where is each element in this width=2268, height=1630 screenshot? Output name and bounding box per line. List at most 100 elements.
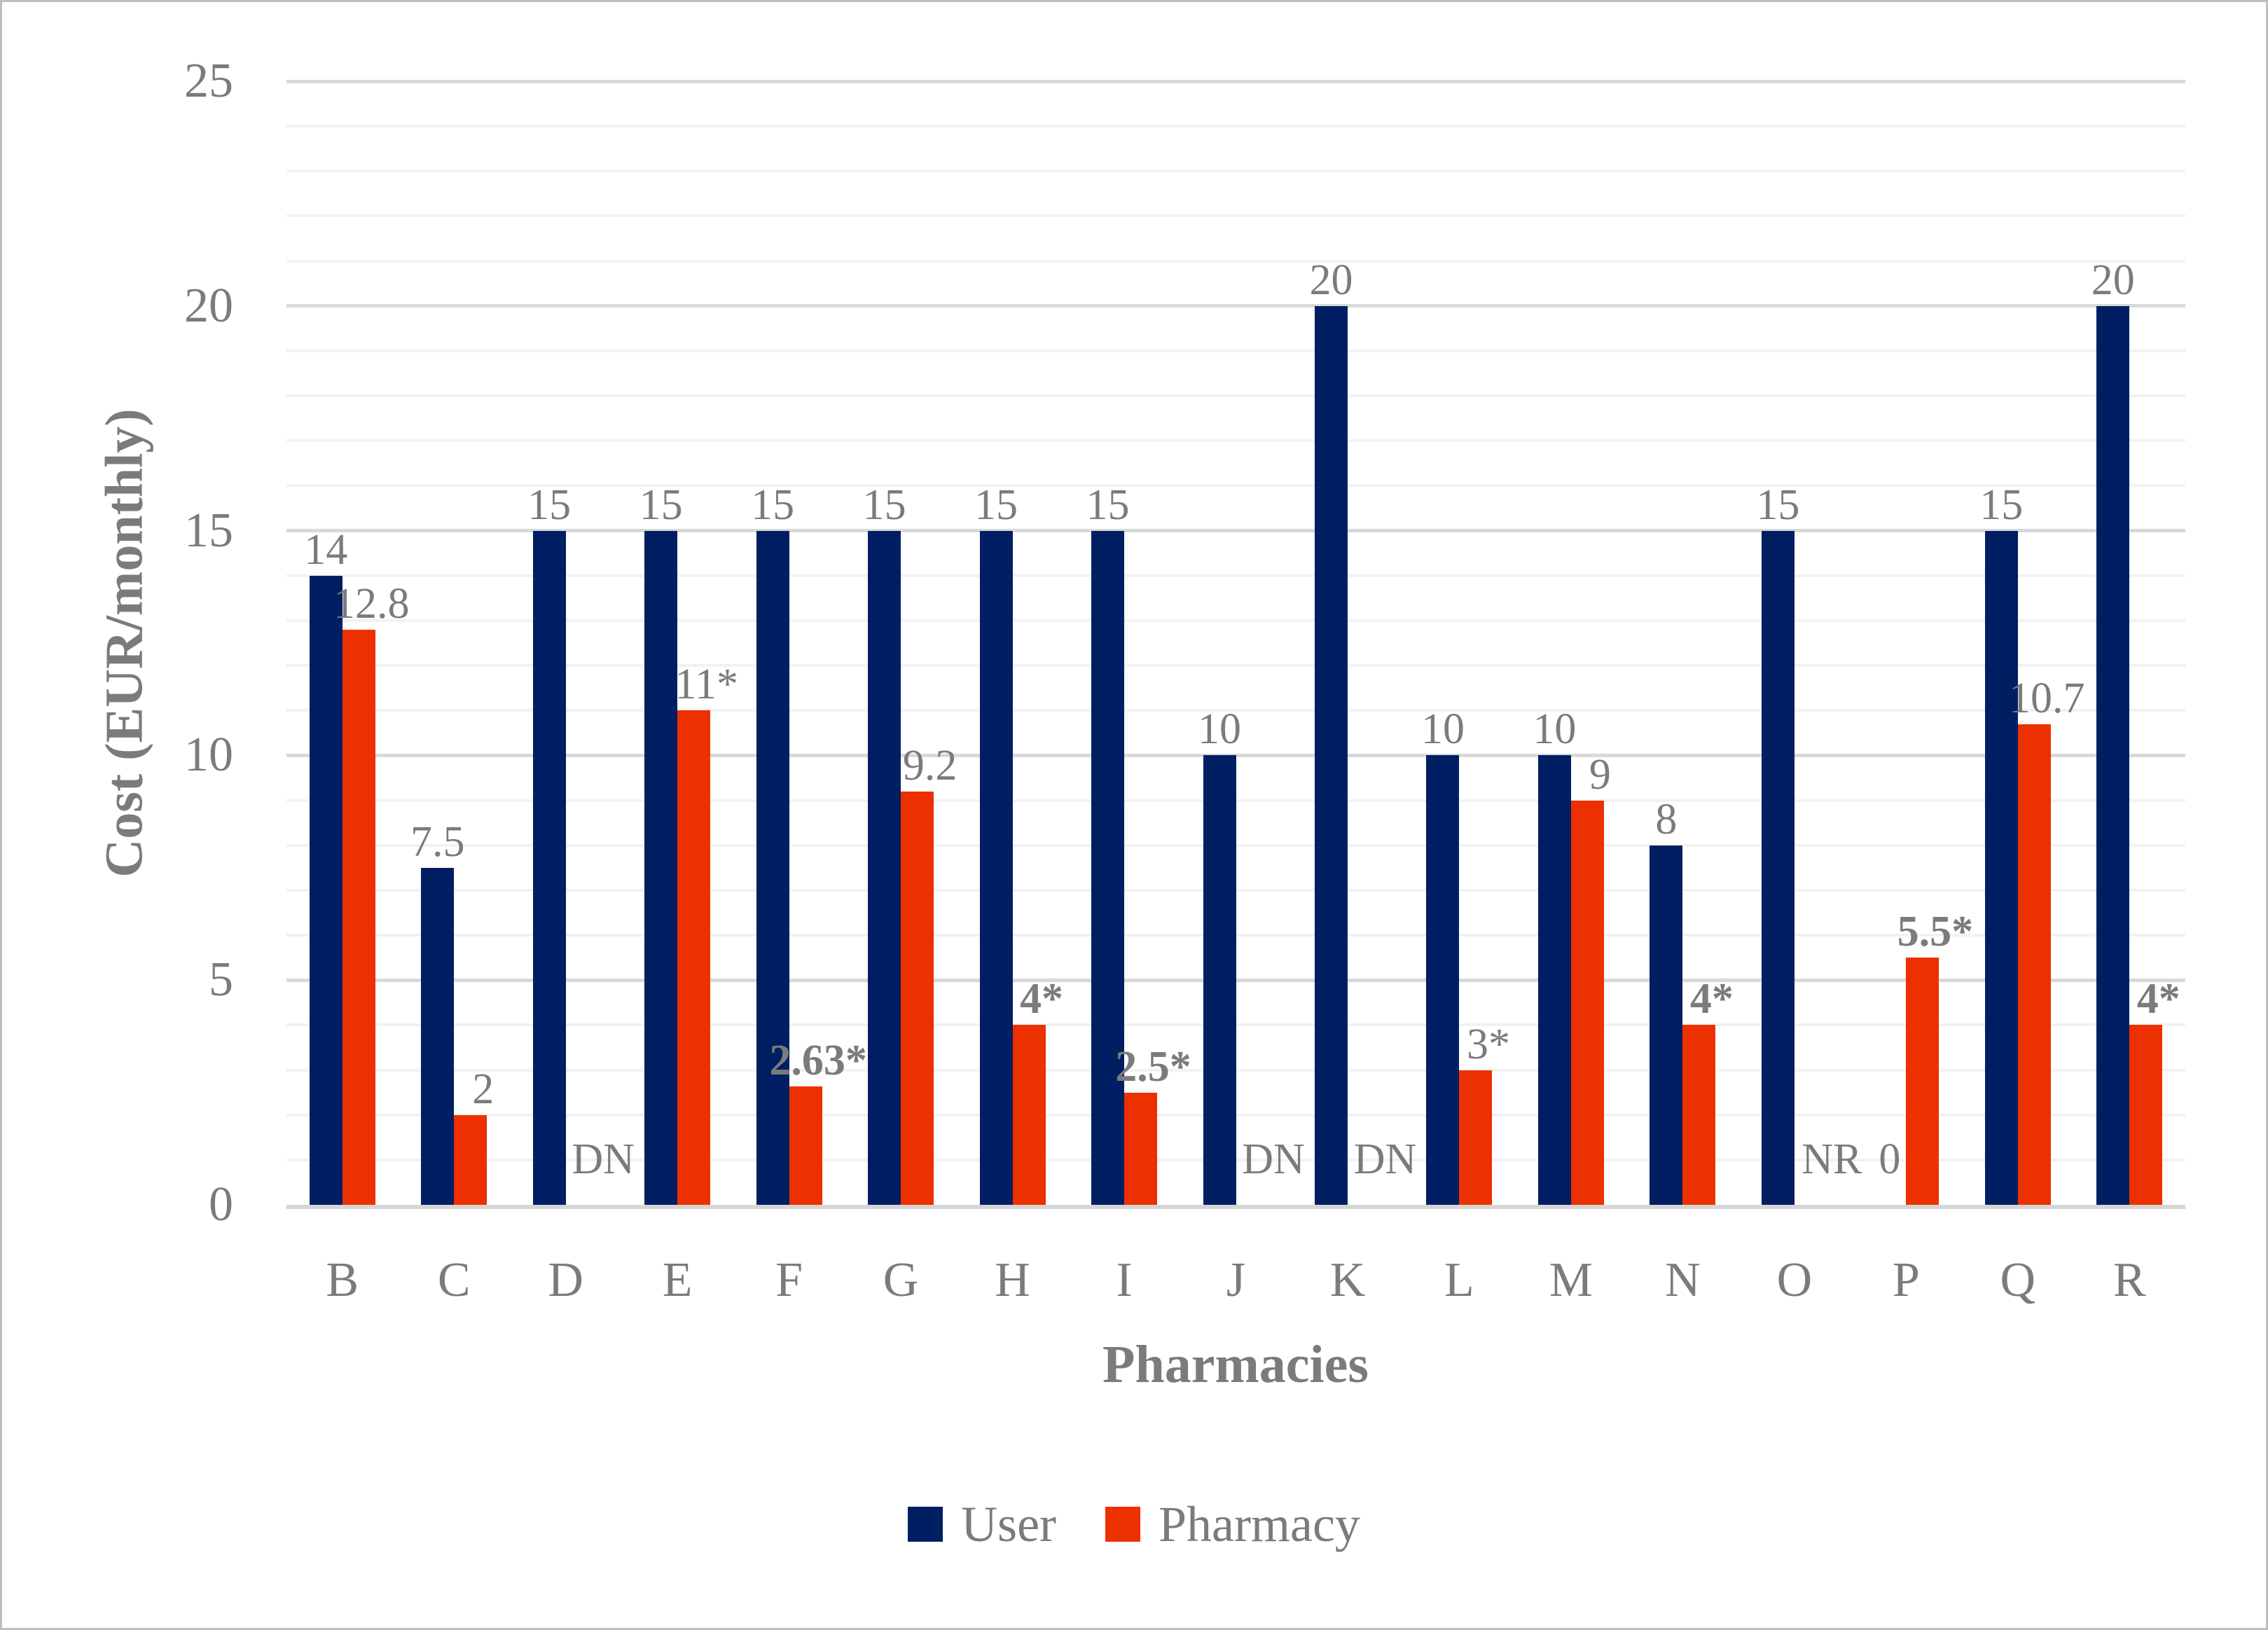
gridline-minor xyxy=(286,1068,2185,1072)
ytick-25: 25 xyxy=(184,54,233,108)
gridline-minor xyxy=(286,843,2185,847)
gridline-baseline xyxy=(286,1205,2185,1209)
gridline-major xyxy=(286,79,2185,83)
label-pharmacy-G: 9.2 xyxy=(902,741,957,789)
label-user-G: 15 xyxy=(862,481,906,529)
bar-user-O xyxy=(1761,530,1795,1205)
xtick-N: N xyxy=(1665,1253,1701,1307)
label-user-O: 15 xyxy=(1756,481,1800,529)
label-pharmacy-O: NR xyxy=(1802,1135,1862,1183)
legend: User Pharmacy xyxy=(2,1493,2266,1556)
xtick-O: O xyxy=(1776,1253,1813,1307)
gridline-minor xyxy=(286,664,2185,668)
label-user-D: 15 xyxy=(527,481,572,529)
xtick-L: L xyxy=(1444,1253,1474,1307)
bar-user-I xyxy=(1091,530,1125,1205)
ytick-5: 5 xyxy=(209,953,233,1007)
bar-pharmacy-C xyxy=(454,1114,488,1205)
xtick-J: J xyxy=(1226,1253,1246,1307)
label-pharmacy-I: 2.5* xyxy=(1115,1042,1191,1091)
bar-user-B xyxy=(309,575,343,1205)
label-user-M: 10 xyxy=(1533,705,1577,754)
gridline-minor xyxy=(286,214,2185,218)
plot-area: 14 12.8 7.5 2 15 DN 15 11* 15 2.63* 15 9.2 15 4* 15 2.5… xyxy=(286,79,2185,1209)
bar-user-Q xyxy=(1984,530,2018,1205)
bar-user-F xyxy=(756,530,789,1205)
gridline-major xyxy=(286,978,2185,982)
label-pharmacy-J: DN xyxy=(1242,1135,1305,1183)
label-user-H: 15 xyxy=(974,481,1018,529)
label-pharmacy-L: 3* xyxy=(1466,1020,1510,1068)
gridline-minor xyxy=(286,125,2185,128)
bar-user-C xyxy=(421,867,455,1205)
ytick-10: 10 xyxy=(184,728,233,782)
ytick-20: 20 xyxy=(184,278,233,333)
ytick-0: 0 xyxy=(209,1177,233,1231)
label-user-R: 20 xyxy=(2091,256,2135,304)
gridline-minor xyxy=(286,259,2185,263)
label-pharmacy-B: 12.8 xyxy=(333,579,410,628)
gridline-major xyxy=(286,304,2185,308)
xtick-R: R xyxy=(2113,1253,2146,1307)
label-user-P: 0 xyxy=(1879,1135,1901,1183)
bar-pharmacy-N xyxy=(1682,1025,1716,1205)
xtick-K: K xyxy=(1329,1253,1366,1307)
bar-user-J xyxy=(1203,755,1236,1205)
label-pharmacy-E: 11* xyxy=(675,661,738,709)
label-user-N: 8 xyxy=(1655,795,1678,843)
bar-pharmacy-I xyxy=(1124,1092,1158,1205)
gridline-major xyxy=(286,753,2185,757)
gridline-minor xyxy=(286,484,2185,488)
bar-user-D xyxy=(532,530,566,1205)
gridline-minor xyxy=(286,170,2185,173)
bar-user-K xyxy=(1314,305,1348,1205)
xtick-F: F xyxy=(775,1253,803,1307)
xtick-G: G xyxy=(883,1253,919,1307)
bar-pharmacy-G xyxy=(901,791,934,1205)
legend-item-pharmacy: Pharmacy xyxy=(1105,1499,1360,1549)
xtick-D: D xyxy=(548,1253,583,1307)
xtick-H: H xyxy=(995,1253,1030,1307)
legend-swatch-user xyxy=(908,1507,943,1542)
bar-pharmacy-B xyxy=(342,629,375,1205)
xtick-P: P xyxy=(1892,1253,1920,1307)
x-axis-title: Pharmacies xyxy=(1102,1335,1369,1394)
label-user-L: 10 xyxy=(1420,705,1465,754)
xtick-Q: Q xyxy=(2000,1253,2036,1307)
legend-label-user: User xyxy=(961,1496,1057,1552)
gridline-minor xyxy=(286,574,2185,577)
label-pharmacy-C: 2 xyxy=(472,1065,495,1113)
label-pharmacy-R: 4* xyxy=(2136,975,2180,1023)
bar-pharmacy-Q xyxy=(2017,724,2051,1205)
gridline-minor xyxy=(286,349,2185,352)
label-pharmacy-P: 5.5* xyxy=(1897,908,1974,956)
label-user-I: 15 xyxy=(1086,481,1130,529)
gridline-minor xyxy=(286,934,2185,937)
label-user-Q: 15 xyxy=(1979,481,2024,529)
bar-user-R xyxy=(2096,305,2130,1205)
gridline-minor xyxy=(286,619,2185,622)
bar-pharmacy-M xyxy=(1570,800,1604,1205)
label-user-J: 10 xyxy=(1198,705,1241,754)
bar-user-N xyxy=(1650,845,1683,1205)
gridline-minor xyxy=(286,888,2185,892)
label-user-C: 7.5 xyxy=(410,817,465,866)
gridline-minor xyxy=(286,709,2185,712)
gridline-minor xyxy=(286,394,2185,398)
gridline-minor xyxy=(286,1023,2185,1027)
label-user-K: 20 xyxy=(1309,256,1353,304)
gridline-major xyxy=(286,529,2185,533)
label-pharmacy-H: 4* xyxy=(1020,975,1064,1023)
xtick-M: M xyxy=(1549,1253,1593,1307)
bar-user-L xyxy=(1426,755,1460,1205)
bar-pharmacy-R xyxy=(2129,1025,2163,1205)
bar-pharmacy-P xyxy=(1906,958,1939,1205)
bar-user-M xyxy=(1537,755,1571,1205)
label-pharmacy-N: 4* xyxy=(1689,975,1734,1023)
legend-item-user: User xyxy=(908,1499,1056,1549)
label-pharmacy-F: 2.63* xyxy=(769,1037,867,1085)
bar-pharmacy-H xyxy=(1012,1025,1046,1205)
xtick-I: I xyxy=(1116,1253,1133,1307)
bar-pharmacy-E xyxy=(677,710,711,1205)
y-axis-title: Cost (EUR/monthly) xyxy=(95,408,154,878)
